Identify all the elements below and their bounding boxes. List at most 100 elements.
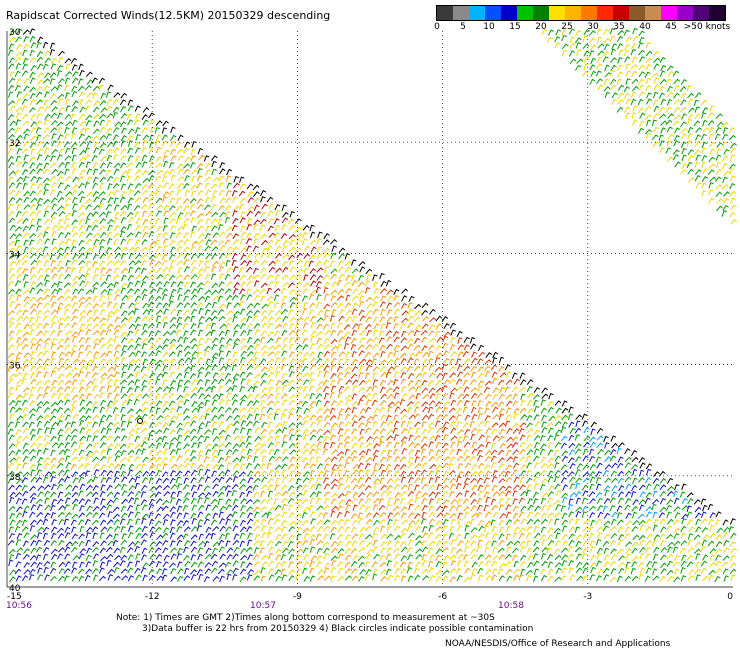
wind-barb <box>476 477 483 484</box>
wind-barb <box>70 441 78 448</box>
wind-barb <box>51 168 59 175</box>
wind-barb <box>484 393 492 400</box>
wind-barb <box>700 99 708 106</box>
wind-barb <box>225 426 231 434</box>
wind-barb <box>176 253 184 259</box>
wind-barb <box>513 526 521 533</box>
wind-barb <box>155 184 163 191</box>
wind-barb <box>435 476 441 483</box>
wind-barb <box>603 574 610 581</box>
wind-barb <box>30 42 37 49</box>
wind-barb <box>128 246 136 252</box>
wind-barb <box>492 351 499 359</box>
wind-barb <box>78 490 84 497</box>
wind-barb <box>85 267 92 275</box>
wind-barb <box>450 518 456 526</box>
wind-barb <box>217 498 223 505</box>
wind-barb <box>301 457 309 463</box>
wind-barb <box>35 476 43 483</box>
wind-barb <box>140 499 148 506</box>
wind-barb <box>148 169 156 176</box>
wind-barb <box>22 309 29 316</box>
wind-barb <box>275 252 282 259</box>
wind-barb <box>637 561 645 568</box>
wind-barb <box>653 99 659 106</box>
wind-barb <box>170 155 177 162</box>
wind-barb <box>408 386 416 392</box>
wind-barb <box>686 561 694 568</box>
wind-barb <box>296 526 303 534</box>
wind-barb <box>275 267 283 273</box>
wind-barb <box>476 504 483 511</box>
wind-barb <box>379 554 386 562</box>
wind-barb <box>22 93 30 99</box>
wind-barb <box>260 567 266 574</box>
wind-barb <box>57 70 63 77</box>
wind-barb <box>161 288 169 295</box>
wind-barb <box>149 485 157 492</box>
wind-barb <box>575 42 582 49</box>
wind-barb <box>308 477 315 484</box>
wind-barb <box>385 279 392 287</box>
wind-barb <box>85 232 93 239</box>
wind-barb <box>211 449 219 456</box>
wind-barb <box>716 142 724 148</box>
wind-barb <box>92 435 98 442</box>
wind-barb <box>22 364 29 372</box>
wind-barb <box>64 441 71 449</box>
wind-barb <box>15 288 22 295</box>
wind-barb <box>429 498 435 505</box>
wind-barb <box>610 553 618 560</box>
wind-barb <box>407 561 413 569</box>
wind-barb <box>64 155 72 161</box>
wind-barb <box>330 322 336 330</box>
wind-barb <box>400 527 408 534</box>
legend-swatch <box>677 6 693 20</box>
wind-barb <box>609 455 617 462</box>
wind-barb <box>98 567 105 574</box>
wind-barb <box>218 303 226 309</box>
wind-barb <box>309 575 316 582</box>
wind-barb <box>267 442 275 449</box>
wind-barb <box>611 511 619 518</box>
wind-barb <box>57 414 65 421</box>
wind-barb <box>617 84 625 91</box>
wind-barb <box>330 483 338 490</box>
wind-barb <box>364 561 370 568</box>
wind-barb <box>273 218 280 225</box>
wind-barb <box>457 371 464 378</box>
wind-barb <box>562 525 568 532</box>
wind-barb <box>77 288 85 295</box>
wind-barb <box>44 504 52 511</box>
wind-barb <box>210 498 218 505</box>
wind-barb <box>141 342 148 350</box>
wind-barb <box>581 511 587 518</box>
wind-barb <box>393 498 400 505</box>
wind-barb <box>267 421 273 428</box>
wind-barb <box>730 142 737 149</box>
wind-barb <box>36 238 43 245</box>
wind-barb <box>56 154 63 161</box>
wind-barb <box>30 113 37 121</box>
wind-barb <box>315 386 323 393</box>
wind-barb <box>442 392 449 399</box>
wind-barb <box>99 358 107 364</box>
wind-barb <box>182 484 190 490</box>
wind-barb <box>198 307 204 315</box>
wind-barb <box>190 561 198 568</box>
wind-barb <box>204 491 212 498</box>
wind-barb <box>541 546 549 553</box>
wind-barb <box>246 454 253 462</box>
wind-barb <box>309 268 317 274</box>
wind-barb <box>590 57 597 65</box>
wind-barb <box>148 477 154 484</box>
wind-barb <box>57 295 65 301</box>
wind-barb <box>226 182 232 189</box>
wind-barb <box>554 540 561 547</box>
wind-barb <box>442 426 448 434</box>
wind-barb <box>533 386 541 393</box>
wind-barb <box>240 294 246 301</box>
wind-barb <box>680 92 687 99</box>
wind-barb <box>596 526 604 532</box>
wind-barb <box>456 399 463 406</box>
